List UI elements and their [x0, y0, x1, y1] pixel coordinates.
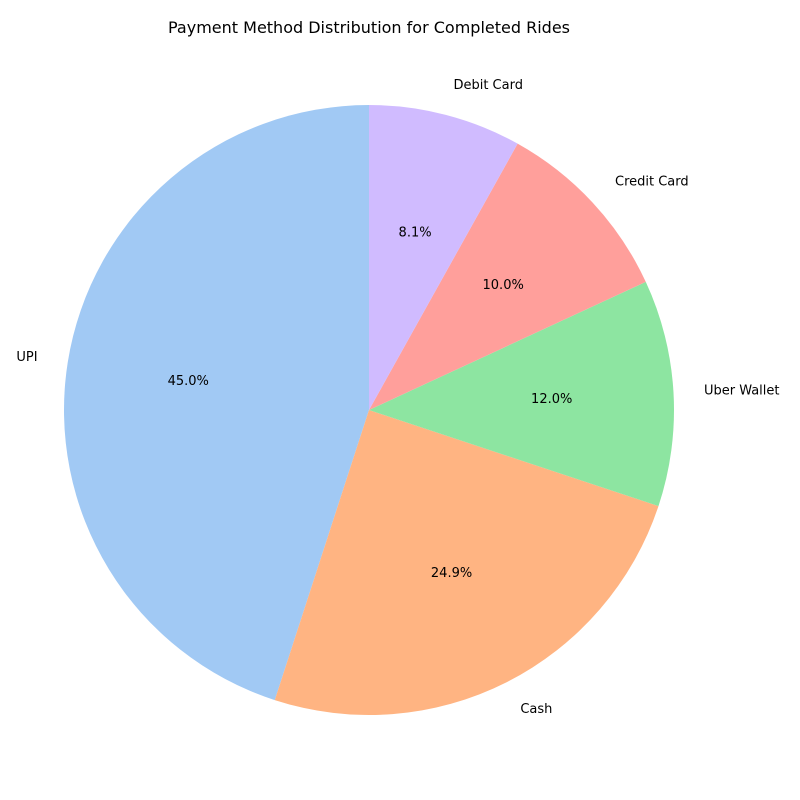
pie-category-label: Uber Wallet [704, 384, 780, 399]
pie-slice-credit-card [369, 143, 646, 410]
pie-category-label: UPI [16, 350, 37, 365]
pie-slice-cash [274, 410, 659, 715]
chart-title: Payment Method Distribution for Complete… [168, 18, 570, 37]
pie-slices [64, 105, 674, 715]
pie-category-label: Credit Card [615, 174, 689, 189]
pie-slice-uber-wallet [369, 281, 674, 507]
pie-category-label: Debit Card [453, 78, 523, 93]
pie-percent-label: 8.1% [399, 225, 432, 240]
pie-category-label: Cash [520, 702, 552, 717]
pie-percent-label: 10.0% [483, 278, 524, 293]
pie-slice-upi [64, 105, 369, 701]
pie-percent-label: 45.0% [168, 374, 209, 389]
pie-slice-debit-card [369, 105, 518, 410]
pie-labels: UPI 45.0% Cash 24.9% Uber Wallet 12.0% Credit … [16, 78, 779, 717]
pie-percent-label: 12.0% [531, 392, 572, 407]
pie-percent-label: 24.9% [431, 566, 472, 581]
